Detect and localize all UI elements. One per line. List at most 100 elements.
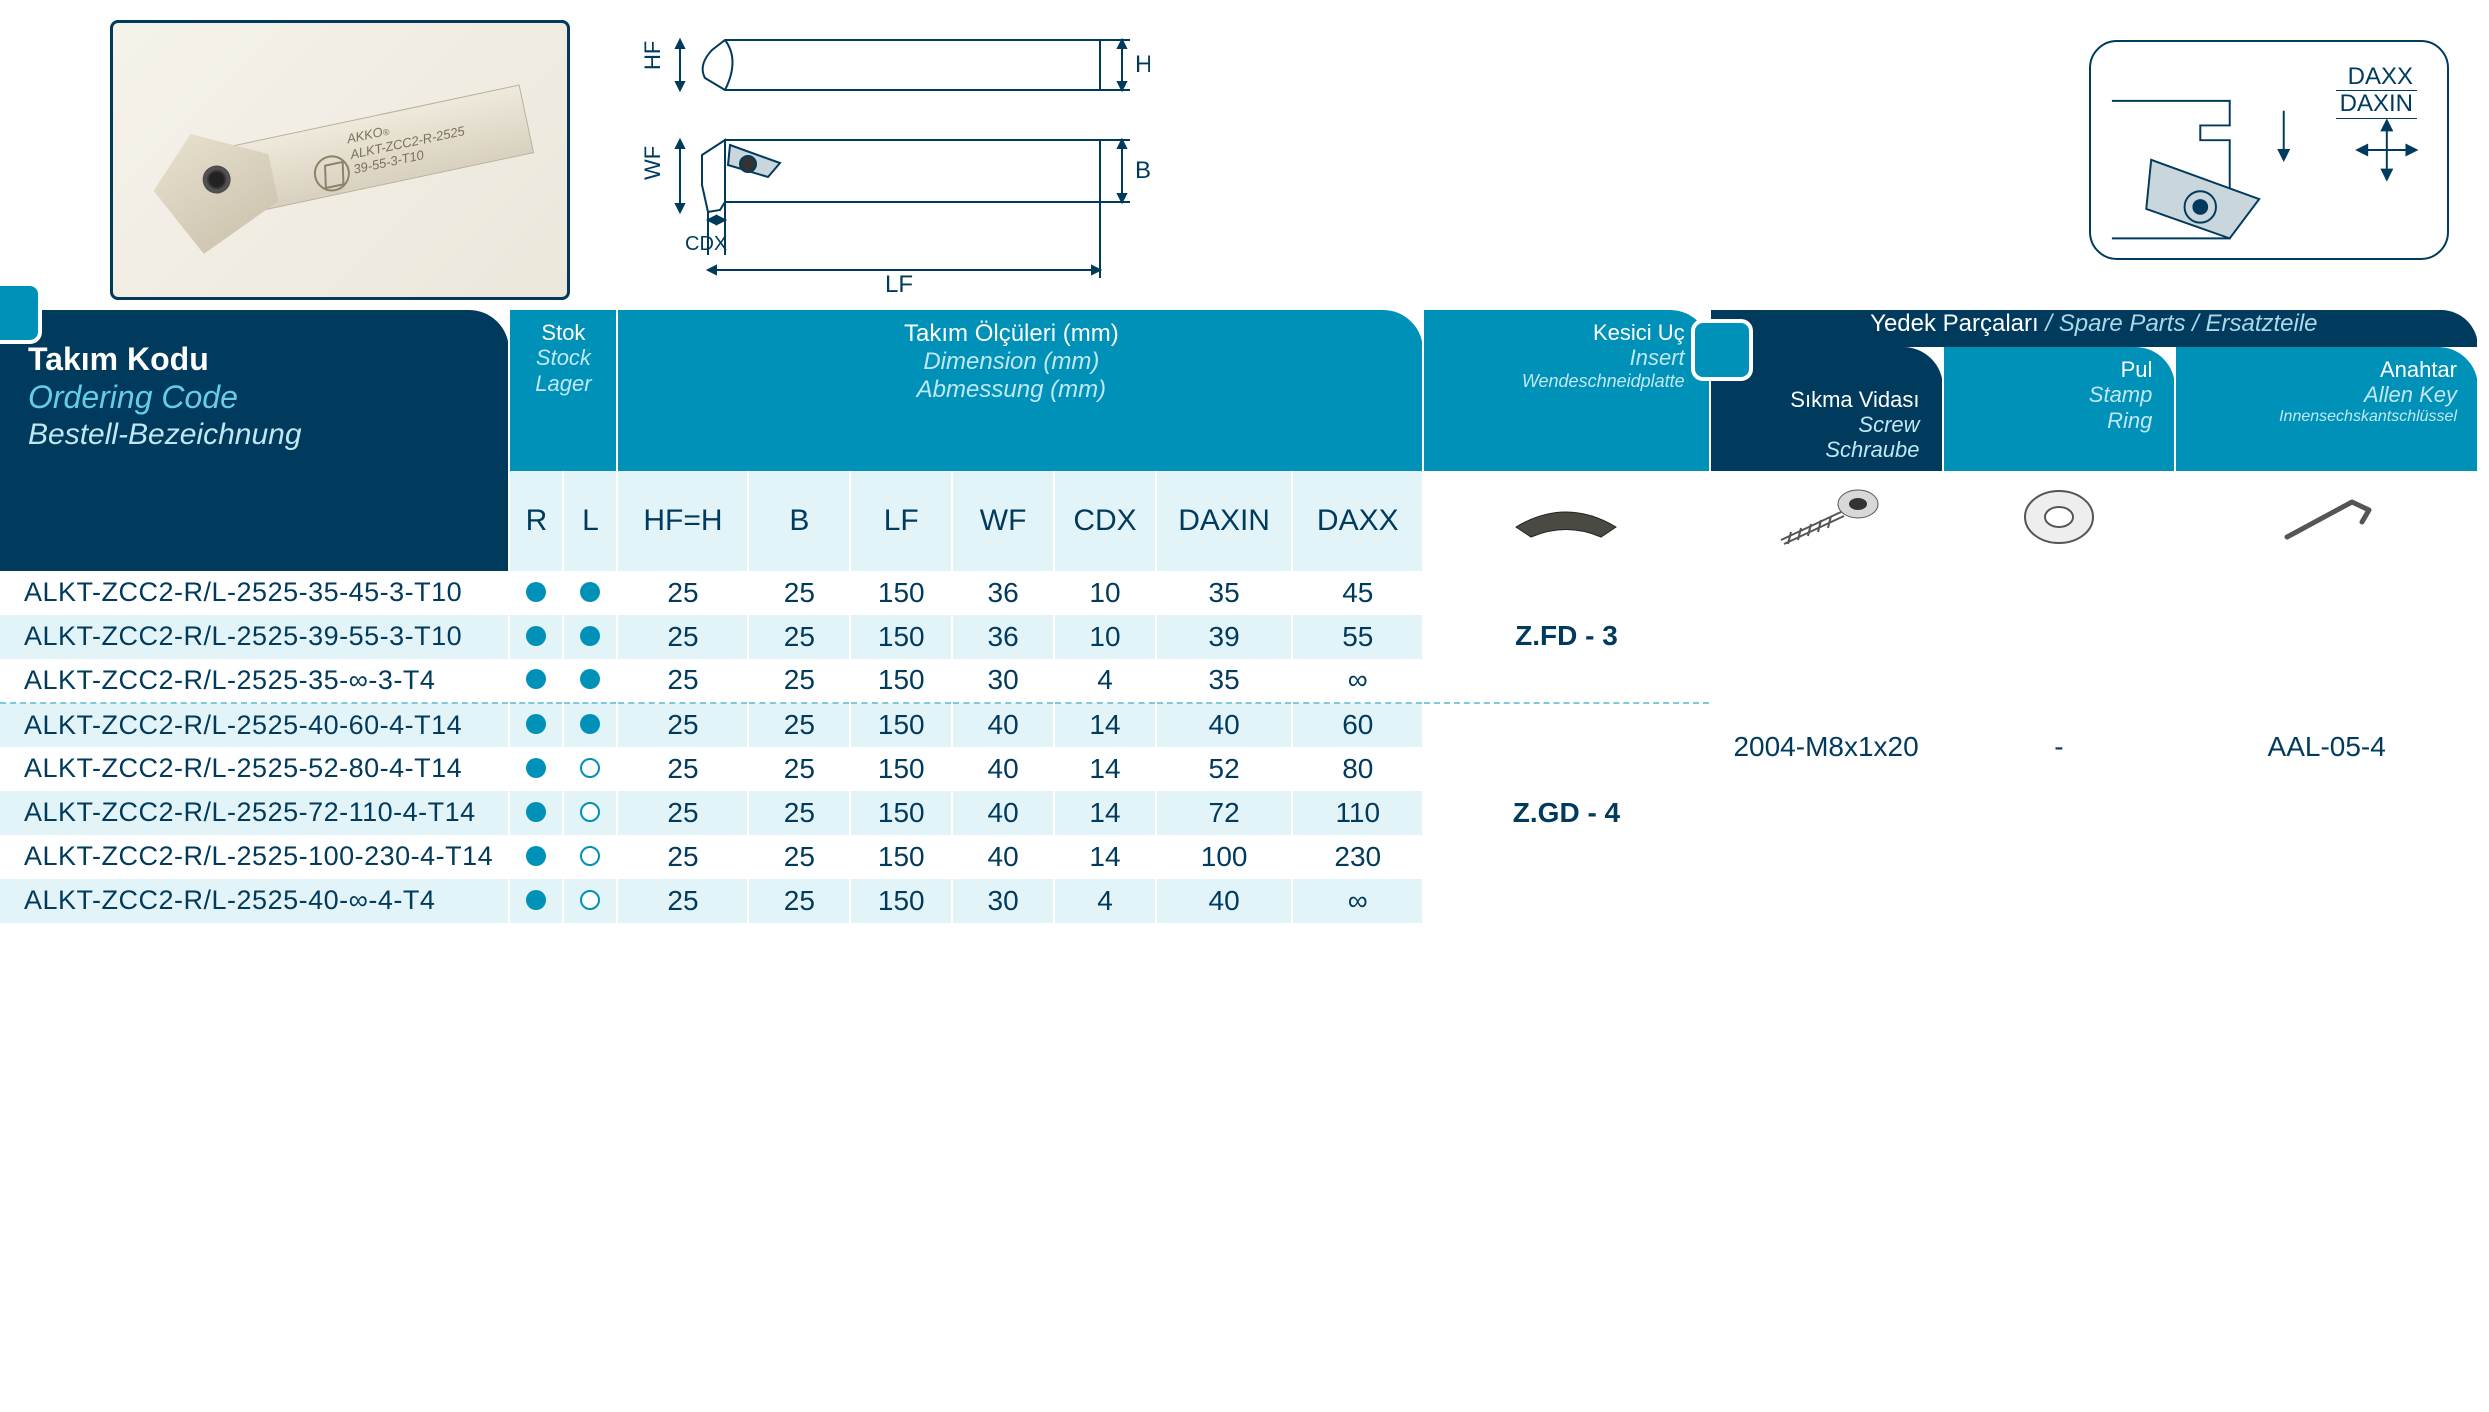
cell-daxx: ∞ bbox=[1292, 659, 1423, 703]
cell-l bbox=[563, 791, 617, 835]
cell-daxx: 80 bbox=[1292, 747, 1423, 791]
hdr-stock-1: Stok bbox=[518, 320, 608, 345]
cell-b: 25 bbox=[748, 747, 850, 791]
cell-lf: 150 bbox=[850, 615, 952, 659]
hdr-stamp-3: Ring bbox=[1952, 408, 2153, 433]
hdr-key-3: Innensechskantschlüssel bbox=[2184, 408, 2457, 426]
cell-daxx: 45 bbox=[1292, 571, 1423, 615]
cell-code: ALKT-ZCC2-R/L-2525-35-45-3-T10 bbox=[0, 571, 509, 615]
hdr-spare-super: Yedek Parçaları / Spare Parts / Ersatzte… bbox=[1710, 310, 2478, 347]
sub-cdx: CDX bbox=[1054, 471, 1156, 571]
cell-b: 25 bbox=[748, 615, 850, 659]
cell-cdx: 14 bbox=[1054, 791, 1156, 835]
lbl-cdx: CDX bbox=[685, 233, 727, 255]
cell-b: 25 bbox=[748, 571, 850, 615]
sub-wf: WF bbox=[952, 471, 1054, 571]
cell-lf: 150 bbox=[850, 791, 952, 835]
cell-daxin: 40 bbox=[1156, 879, 1292, 923]
cell-wf: 36 bbox=[952, 615, 1054, 659]
spec-table: Takım Kodu Ordering Code Bestell-Bezeich… bbox=[0, 310, 2479, 923]
hdr-dims-2: Dimension (mm) bbox=[618, 348, 1404, 376]
cell-code: ALKT-ZCC2-R/L-2525-40-60-4-T14 bbox=[0, 703, 509, 747]
insert-g1: Z.FD - 3 bbox=[1423, 571, 1709, 703]
cell-daxx: 230 bbox=[1292, 835, 1423, 879]
cell-r bbox=[509, 747, 563, 791]
stock-dot-filled bbox=[580, 669, 600, 689]
tool-render: AKKO® ALKT-ZCC2-R-2525 39-55-3-T10 bbox=[139, 45, 546, 290]
spec-table-wrap: Takım Kodu Ordering Code Bestell-Bezeich… bbox=[0, 310, 2489, 923]
cell-daxin: 52 bbox=[1156, 747, 1292, 791]
stock-dot-filled bbox=[580, 626, 600, 646]
hdr-dims-3: Abmessung (mm) bbox=[618, 376, 1404, 404]
lbl-h: H bbox=[1135, 51, 1150, 78]
stock-dot-filled bbox=[526, 669, 546, 689]
hdr-screw: Sıkma Vidası Screw Schraube bbox=[1711, 377, 1928, 471]
table-row: ALKT-ZCC2-R/L-2525-35-45-3-T102525150361… bbox=[0, 571, 2478, 615]
cell-cdx: 14 bbox=[1054, 747, 1156, 791]
cell-lf: 150 bbox=[850, 879, 952, 923]
sub-hfh: HF=H bbox=[617, 471, 748, 571]
cell-cdx: 14 bbox=[1054, 703, 1156, 747]
cell-lf: 150 bbox=[850, 703, 952, 747]
stock-dot-filled bbox=[526, 582, 546, 602]
stock-dot-filled bbox=[526, 758, 546, 778]
stock-dot-filled bbox=[526, 626, 546, 646]
hdr-ordering-t3: Bestell-Bezeichnung bbox=[28, 417, 480, 453]
cell-code: ALKT-ZCC2-R/L-2525-35-∞-3-T4 bbox=[0, 659, 509, 703]
lbl-wf: WF bbox=[640, 146, 665, 180]
stock-dot-filled bbox=[526, 714, 546, 734]
stock-dot-open bbox=[580, 758, 600, 778]
stock-dot-filled bbox=[526, 890, 546, 910]
cell-b: 25 bbox=[748, 659, 850, 703]
sub-lf: LF bbox=[850, 471, 952, 571]
technical-drawing: HF H WF B CDX LF bbox=[630, 20, 1150, 300]
hdr-screw-2: Screw bbox=[1719, 412, 1920, 437]
spare-c: Ersatzteile bbox=[2205, 310, 2317, 337]
stock-dot-filled bbox=[526, 846, 546, 866]
sub-b: B bbox=[748, 471, 850, 571]
lbl-daxin: DAXIN bbox=[2336, 91, 2417, 118]
cell-daxx: 110 bbox=[1292, 791, 1423, 835]
cell-wf: 40 bbox=[952, 703, 1054, 747]
cell-r bbox=[509, 791, 563, 835]
cell-hf: 25 bbox=[617, 747, 748, 791]
cell-code: ALKT-ZCC2-R/L-2525-39-55-3-T10 bbox=[0, 615, 509, 659]
spare-screw-val: 2004-M8x1x20 bbox=[1710, 571, 1943, 923]
hdr-screw-1: Sıkma Vidası bbox=[1719, 387, 1920, 412]
cell-code: ALKT-ZCC2-R/L-2525-100-230-4-T14 bbox=[0, 835, 509, 879]
cell-r bbox=[509, 571, 563, 615]
sub-daxx: DAXX bbox=[1292, 471, 1423, 571]
stock-dot-filled bbox=[580, 714, 600, 734]
cell-daxin: 39 bbox=[1156, 615, 1292, 659]
sub-blank bbox=[0, 471, 509, 571]
hdr-key: Anahtar Allen Key Innensechskantschlüsse… bbox=[2176, 347, 2465, 434]
cell-l bbox=[563, 659, 617, 703]
cell-daxin: 35 bbox=[1156, 571, 1292, 615]
diagrams-row: AKKO® ALKT-ZCC2-R-2525 39-55-3-T10 bbox=[0, 0, 2489, 310]
insert-g2: Z.GD - 4 bbox=[1423, 703, 1709, 923]
sub-daxin: DAXIN bbox=[1156, 471, 1292, 571]
cell-code: ALKT-ZCC2-R/L-2525-72-110-4-T14 bbox=[0, 791, 509, 835]
cell-lf: 150 bbox=[850, 835, 952, 879]
cell-r bbox=[509, 659, 563, 703]
hdr-ordering-t2: Ordering Code bbox=[28, 378, 480, 416]
cell-cdx: 4 bbox=[1054, 659, 1156, 703]
cell-wf: 40 bbox=[952, 791, 1054, 835]
stock-dot-filled bbox=[580, 582, 600, 602]
hdr-ordering-t1: Takım Kodu bbox=[28, 340, 480, 378]
cell-wf: 30 bbox=[952, 659, 1054, 703]
ordering-code-header: Takım Kodu Ordering Code Bestell-Bezeich… bbox=[0, 310, 508, 471]
lbl-hf: HF bbox=[640, 41, 665, 70]
cell-b: 25 bbox=[748, 703, 850, 747]
hdr-screw-3: Schraube bbox=[1719, 437, 1920, 462]
lbl-daxx: DAXX bbox=[2336, 64, 2417, 91]
cell-daxin: 72 bbox=[1156, 791, 1292, 835]
cell-daxx: ∞ bbox=[1292, 879, 1423, 923]
washer-icon bbox=[1943, 471, 2176, 571]
cell-l bbox=[563, 615, 617, 659]
spare-stamp-val: - bbox=[1943, 571, 2176, 923]
hdr-insert: Kesici Uç Insert Wendeschneidplatte bbox=[1424, 310, 1690, 399]
spare-a: Yedek Parçaları bbox=[1870, 310, 2039, 337]
cell-daxin: 100 bbox=[1156, 835, 1292, 879]
cell-l bbox=[563, 703, 617, 747]
